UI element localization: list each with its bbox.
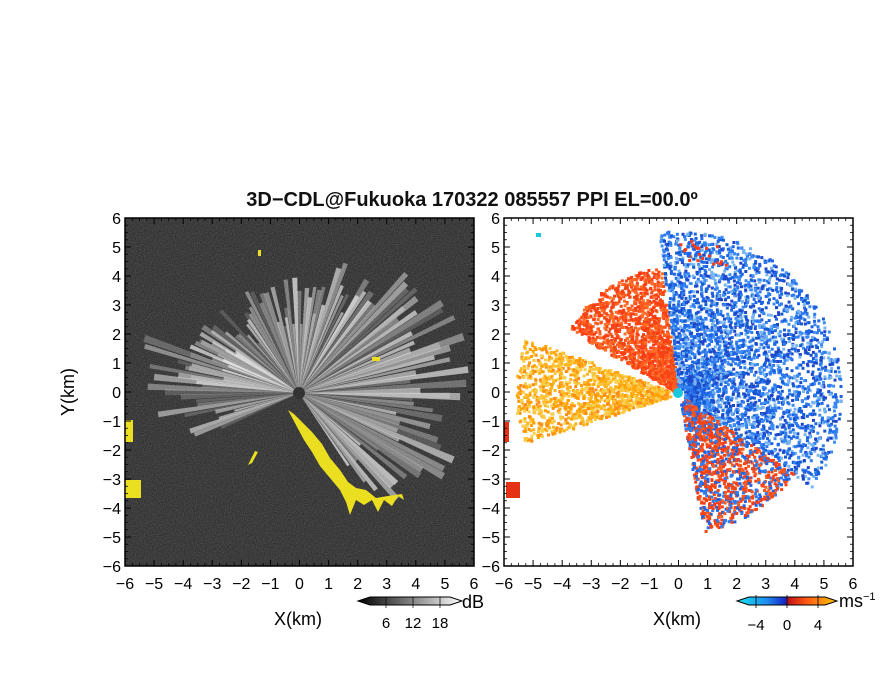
- velocity-center: [673, 388, 683, 398]
- velocity-colorbar-tick: 4: [814, 617, 822, 634]
- x-tick-label: −4: [174, 576, 192, 593]
- x-tick-label: −6: [495, 576, 513, 593]
- velocity-ticks: −6 −5 −4 −3 −2 −1 0 1 2 3 4 5 6 6 5 4 3 2 1 0 −1 −2 −3 −4 −5 −6: [482, 211, 858, 593]
- x-tick-label: 5: [440, 576, 449, 593]
- x-tick-label: −3: [582, 576, 600, 593]
- y-tick-label: 0: [491, 385, 500, 402]
- y-tick-label: −6: [482, 559, 500, 576]
- x-tick-label: −3: [203, 576, 221, 593]
- x-tick-label: −1: [640, 576, 658, 593]
- x-tick-label: −2: [611, 576, 629, 593]
- y-tick-label: −1: [103, 414, 121, 431]
- x-tick-label: −6: [116, 576, 134, 593]
- reflectivity-colorbar-tick: 18: [432, 615, 449, 632]
- y-tick-label: 5: [112, 240, 121, 257]
- y-tick-label: 3: [112, 298, 121, 315]
- x-axis-label-left: X(km): [274, 609, 322, 629]
- x-tick-label: 5: [819, 576, 828, 593]
- x-tick-label: 0: [295, 576, 304, 593]
- x-tick-label: 0: [674, 576, 683, 593]
- x-tick-label: −5: [524, 576, 542, 593]
- y-tick-label: 4: [112, 269, 121, 286]
- y-tick-label: 6: [112, 211, 121, 228]
- y-tick-label: 1: [491, 356, 500, 373]
- reflectivity-colorbar-tick: 6: [382, 615, 390, 632]
- y-tick-label: −5: [482, 530, 500, 547]
- reflectivity-colorbar-bar: [356, 596, 464, 606]
- y-tick-label: 1: [112, 356, 121, 373]
- y-tick-label: −4: [103, 501, 121, 518]
- y-tick-label: −2: [482, 443, 500, 460]
- x-tick-label: −1: [261, 576, 279, 593]
- reflectivity-colorbar-tick: 12: [405, 615, 422, 632]
- y-tick-label: −6: [103, 559, 121, 576]
- x-tick-label: −2: [232, 576, 250, 593]
- velocity-colorbar-tick: 0: [783, 617, 791, 634]
- radar-center: [293, 387, 305, 399]
- x-tick-label: 4: [790, 576, 799, 593]
- velocity-panel: −6 −5 −4 −3 −2 −1 0 1 2 3 4 5 6 6 5 4 3 2 1 0 −1 −2 −3 −4 −5 −6 X…: [482, 211, 858, 629]
- y-tick-label: −4: [482, 501, 500, 518]
- x-tick-label: 4: [411, 576, 420, 593]
- x-tick-label: 2: [353, 576, 362, 593]
- chart-title: 3D−CDL@Fukuoka 170322 085557 PPI EL=00.0…: [246, 189, 698, 211]
- x-tick-label: 3: [761, 576, 770, 593]
- x-tick-label: 6: [470, 576, 479, 593]
- reflectivity-colorbar: 6 12 18 dB: [356, 592, 484, 632]
- y-tick-label: −1: [482, 414, 500, 431]
- y-tick-label: −5: [103, 530, 121, 547]
- x-tick-label: −4: [553, 576, 571, 593]
- velocity-colorbar: −4 0 4 ms−1: [735, 591, 876, 634]
- x-tick-label: 1: [324, 576, 333, 593]
- y-tick-label: 0: [112, 385, 121, 402]
- x-tick-label: −5: [145, 576, 163, 593]
- y-tick-label: −3: [103, 472, 121, 489]
- x-tick-label: 1: [703, 576, 712, 593]
- x-tick-label: 6: [849, 576, 858, 593]
- y-tick-label: 2: [491, 327, 500, 344]
- y-tick-label: 6: [491, 211, 500, 228]
- velocity-colorbar-unit: ms−1: [839, 591, 876, 611]
- y-tick-label: −3: [482, 472, 500, 489]
- velocity-colorbar-tick: −4: [747, 617, 764, 634]
- y-tick-label: 4: [491, 269, 500, 286]
- x-tick-label: 2: [732, 576, 741, 593]
- reflectivity-colorbar-unit: dB: [462, 592, 484, 612]
- y-tick-label: −2: [103, 443, 121, 460]
- y-tick-label: 2: [112, 327, 121, 344]
- y-axis-label: Y(km): [58, 368, 78, 416]
- y-tick-label: 3: [491, 298, 500, 315]
- reflectivity-ticks: −6 −5 −4 −3 −2 −1 0 1 2 3 4 5 6 6 5 4 3 2 1 0 −1 −2 −3 −4 −5 −6: [103, 211, 479, 593]
- x-tick-label: 3: [382, 576, 391, 593]
- x-axis-label-right: X(km): [653, 609, 701, 629]
- velocity-field: [504, 230, 843, 533]
- y-tick-label: 5: [491, 240, 500, 257]
